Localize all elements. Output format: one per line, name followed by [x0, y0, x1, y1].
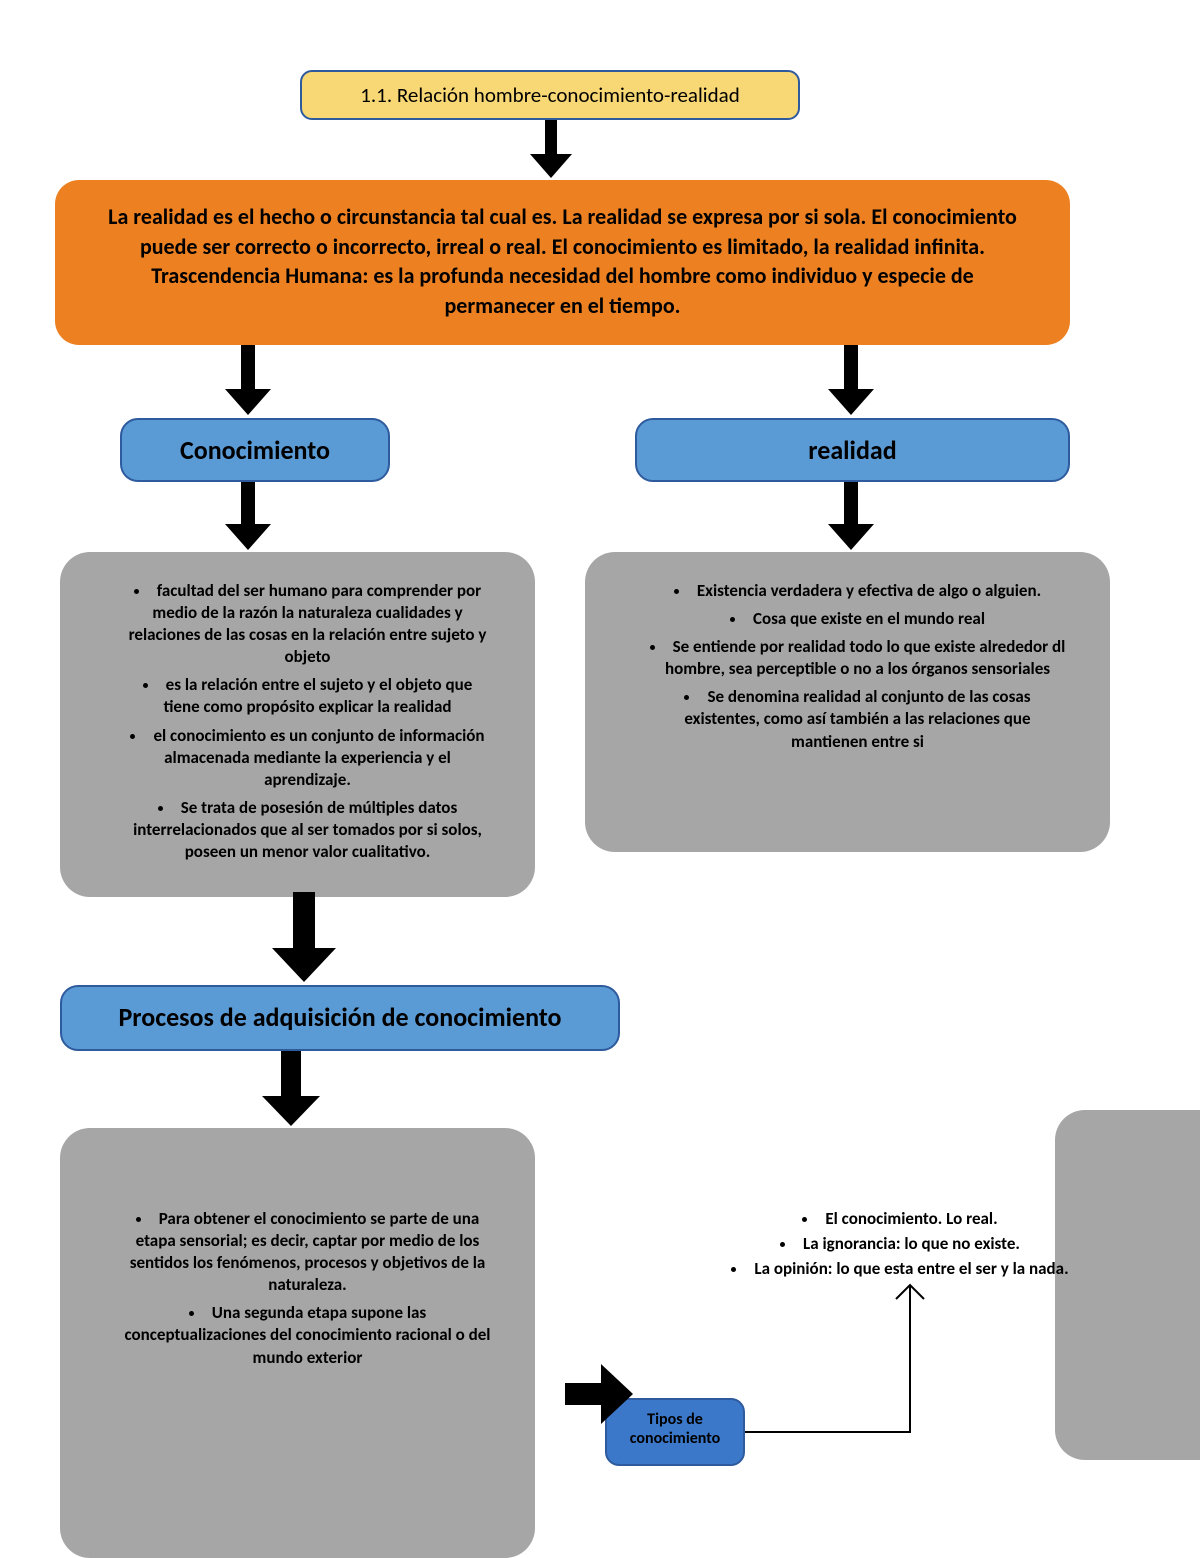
list-item: el conocimiento es un conjunto de inform…: [124, 725, 491, 791]
arrow-a8: [565, 1364, 633, 1424]
arrow-a7: [262, 1051, 320, 1126]
arrow-a5: [828, 482, 874, 550]
arrow-a2: [225, 345, 271, 415]
list-item: Se denomina realidad al conjunto de las …: [649, 686, 1066, 752]
list-item: Para obtener el conocimiento se parte de…: [124, 1208, 491, 1296]
heading-realidad-text: realidad: [808, 434, 896, 466]
heading-procesos: Procesos de adquisición de conocimiento: [60, 985, 620, 1051]
list-item: Se trata de posesión de múltiples datos …: [124, 797, 491, 863]
list-item: Una segunda etapa supone las conceptuali…: [124, 1302, 491, 1368]
list-item: Se entiende por realidad todo lo que exi…: [649, 636, 1066, 680]
heading-conocimiento: Conocimiento: [120, 418, 390, 482]
elbow-arrow: [725, 1265, 930, 1452]
list-item: La ignorancia: lo que no existe.: [640, 1233, 1160, 1254]
list-item: El conocimiento. Lo real.: [640, 1208, 1160, 1229]
title-box: 1.1. Relación hombre-conocimiento-realid…: [300, 70, 800, 120]
title-text: 1.1. Relación hombre-conocimiento-realid…: [360, 82, 740, 108]
orange-description-box: La realidad es el hecho o circunstancia …: [55, 180, 1070, 345]
procesos-list: Para obtener el conocimiento se parte de…: [84, 1208, 511, 1369]
grey-realidad-box: Existencia verdadera y efectiva de algo …: [585, 552, 1110, 852]
arrow-a6: [272, 892, 336, 982]
list-item: Existencia verdadera y efectiva de algo …: [649, 580, 1066, 602]
realidad-list: Existencia verdadera y efectiva de algo …: [609, 580, 1086, 753]
arrow-a1: [530, 120, 572, 178]
grey-procesos-box: Para obtener el conocimiento se parte de…: [60, 1128, 535, 1558]
list-item: facultad del ser humano para comprender …: [124, 580, 491, 668]
heading-realidad: realidad: [635, 418, 1070, 482]
grey-right-partial-box: [1055, 1110, 1200, 1460]
list-item: es la relación entre el sujeto y el obje…: [124, 674, 491, 718]
heading-tipos-text: Tipos de conocimiento: [630, 1410, 720, 1448]
arrow-a3: [828, 345, 874, 415]
grey-conocimiento-box: facultad del ser humano para comprender …: [60, 552, 535, 897]
heading-procesos-text: Procesos de adquisición de conocimiento: [118, 1001, 561, 1033]
heading-conocimiento-text: Conocimiento: [180, 434, 330, 466]
orange-text: La realidad es el hecho o circunstancia …: [108, 203, 1017, 319]
conocimiento-list: facultad del ser humano para comprender …: [84, 580, 511, 863]
list-item: Cosa que existe en el mundo real: [649, 608, 1066, 630]
arrow-a4: [225, 482, 271, 550]
